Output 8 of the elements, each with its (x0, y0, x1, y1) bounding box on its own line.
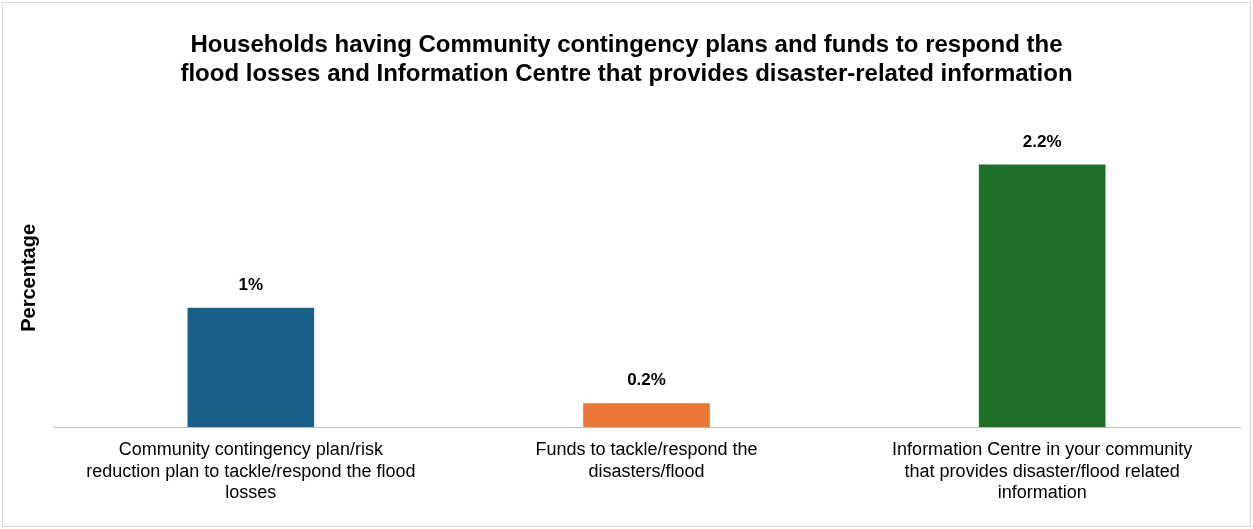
x-tick-label: Funds to tackle/respond the disasters/flood (535, 438, 758, 481)
data-label: 0.2% (627, 370, 666, 390)
data-label: 2.2% (1022, 131, 1062, 151)
y-axis-title: Percentage (16, 223, 39, 332)
data-label: 1% (238, 274, 264, 294)
x-tick-label: Information Centre in your community that provides disaster/flood related information (892, 438, 1193, 503)
x-tick-label: Community contingency plan/risk reduction plan to tackle/respond the flood losses (86, 438, 416, 503)
chart-title: Households having Community contingency plans and funds to respond the flood losses and Information Centre that provides disaster-related information (180, 30, 1073, 86)
